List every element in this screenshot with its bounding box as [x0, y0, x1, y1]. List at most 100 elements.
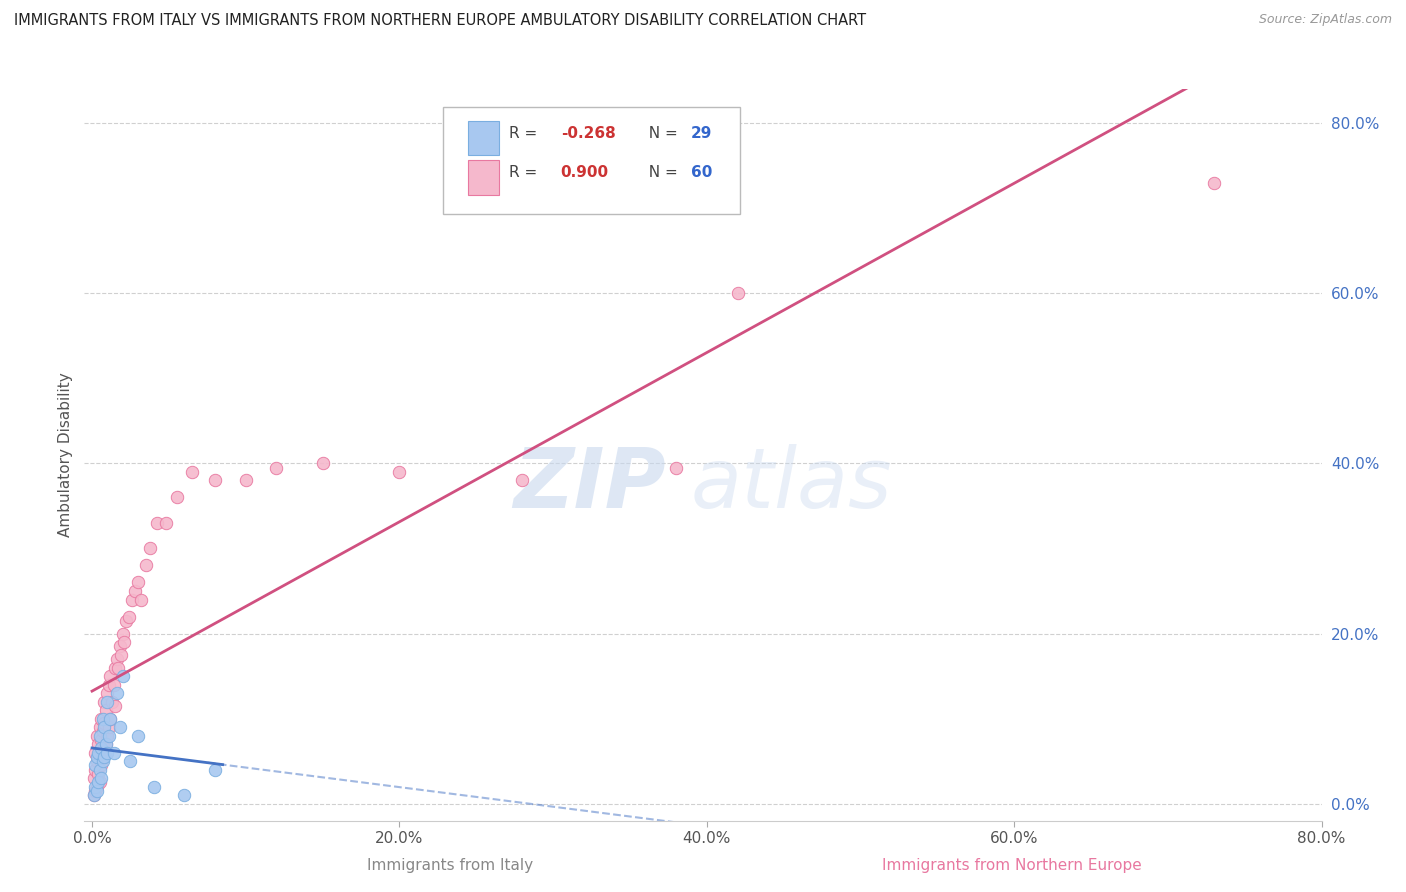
Point [127, 729, 149, 743]
Point [87, 767, 110, 781]
Point [107, 660, 129, 674]
Point [173, 788, 195, 802]
Point [127, 575, 149, 590]
Point [84, 758, 107, 772]
Point [86, 749, 108, 764]
Y-axis label: Ambulatory Disability: Ambulatory Disability [58, 373, 73, 537]
Point [84, 784, 107, 798]
Point [87, 775, 110, 789]
Point [103, 677, 125, 691]
Point [90, 771, 112, 785]
Point [91, 749, 114, 764]
Text: R =: R = [509, 126, 541, 141]
Point [96, 686, 118, 700]
Point [97, 677, 120, 691]
Point [91, 724, 114, 739]
Point [100, 712, 122, 726]
Point [84, 763, 107, 777]
Point [112, 635, 135, 649]
Point [235, 474, 257, 488]
Point [204, 474, 226, 488]
Point [105, 686, 128, 700]
Point [93, 720, 115, 734]
Point [90, 732, 112, 747]
Point [89, 746, 111, 760]
Point [93, 715, 115, 730]
Point [108, 640, 131, 654]
Point [84, 780, 107, 794]
Point [94, 703, 117, 717]
Point [100, 712, 122, 726]
Point [104, 660, 127, 674]
Point [96, 746, 118, 760]
Point [94, 737, 117, 751]
Point [108, 720, 131, 734]
Text: Source: ZipAtlas.com: Source: ZipAtlas.com [1258, 13, 1392, 27]
FancyBboxPatch shape [443, 108, 740, 213]
Text: 60: 60 [690, 165, 711, 180]
Text: N =: N = [638, 126, 682, 141]
Point [83, 771, 105, 785]
Point [135, 558, 157, 573]
Point [91, 712, 114, 726]
Point [90, 758, 112, 772]
Point [181, 465, 204, 479]
Point [124, 584, 146, 599]
Bar [468, 161, 499, 194]
Point [388, 465, 411, 479]
Text: 0.900: 0.900 [561, 165, 609, 180]
Point [121, 592, 143, 607]
Point [87, 737, 110, 751]
Point [83, 788, 105, 802]
Text: 29: 29 [690, 126, 711, 141]
Point [93, 741, 115, 756]
Point [90, 741, 112, 756]
Point [120, 754, 142, 768]
Point [142, 780, 165, 794]
Point [86, 754, 108, 768]
Point [96, 729, 118, 743]
Point [166, 491, 188, 505]
Point [93, 749, 115, 764]
Point [84, 746, 107, 760]
Point [97, 720, 120, 734]
Point [89, 720, 111, 734]
Point [110, 648, 132, 662]
Point [83, 788, 105, 802]
Text: Immigrants from Northern Europe: Immigrants from Northern Europe [883, 858, 1142, 872]
Point [86, 729, 108, 743]
Point [118, 609, 141, 624]
Text: R =: R = [509, 165, 547, 180]
Point [115, 614, 138, 628]
Point [100, 669, 122, 683]
Point [103, 746, 125, 760]
Text: N =: N = [638, 165, 682, 180]
Point [111, 626, 134, 640]
Text: ZIP: ZIP [513, 443, 666, 524]
Point [93, 695, 115, 709]
Text: IMMIGRANTS FROM ITALY VS IMMIGRANTS FROM NORTHERN EUROPE AMBULATORY DISABILITY C: IMMIGRANTS FROM ITALY VS IMMIGRANTS FROM… [14, 13, 866, 29]
Point [129, 592, 152, 607]
Point [145, 516, 167, 530]
Point [86, 780, 108, 794]
Point [101, 695, 124, 709]
Point [94, 737, 117, 751]
Point [87, 746, 110, 760]
Point [96, 695, 118, 709]
Point [665, 460, 688, 475]
Point [727, 286, 749, 301]
Point [204, 763, 226, 777]
Point [311, 457, 333, 471]
Text: -0.268: -0.268 [561, 126, 616, 141]
Point [1202, 176, 1225, 190]
Point [86, 784, 108, 798]
Point [105, 652, 128, 666]
Bar [468, 120, 499, 155]
Point [512, 474, 534, 488]
Point [91, 754, 114, 768]
Point [266, 460, 288, 475]
Point [89, 763, 111, 777]
Point [89, 775, 111, 789]
Point [90, 712, 112, 726]
Point [97, 729, 120, 743]
